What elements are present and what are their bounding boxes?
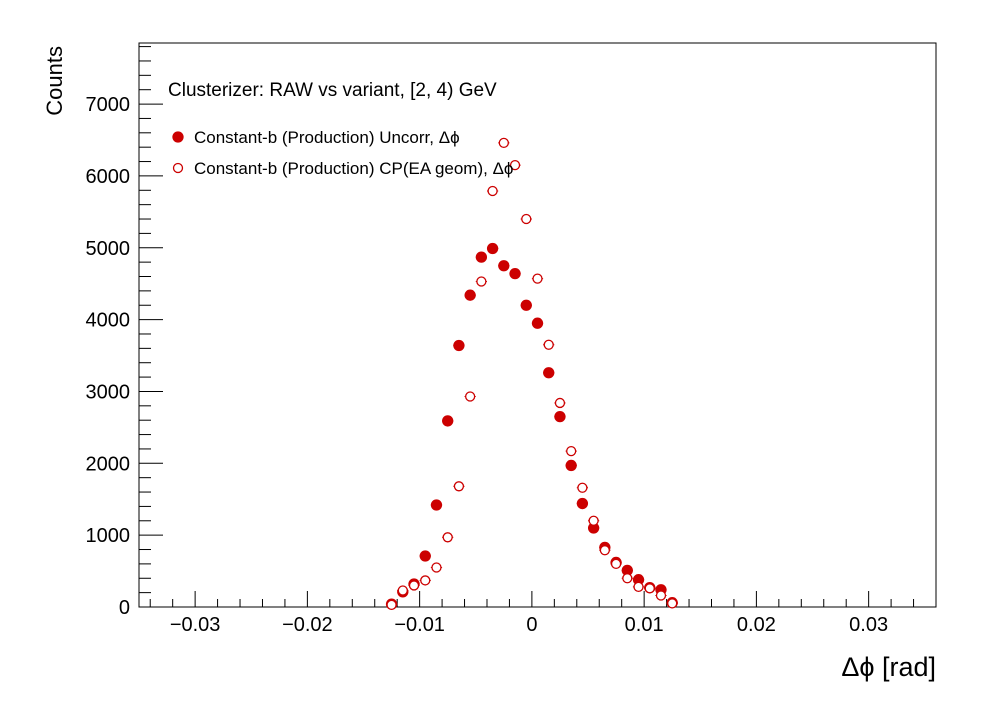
y-tick-label: 0 [119, 597, 130, 619]
y-tick-label: 4000 [86, 310, 131, 332]
data-point-cp [622, 573, 633, 584]
y-tick-label: 1000 [86, 525, 131, 547]
x-tick-label: −0.01 [394, 614, 445, 636]
x-tick-label: 0.01 [625, 614, 664, 636]
data-point-cp [397, 585, 408, 596]
data-point-cp [464, 391, 476, 402]
data-point-uncorr [543, 367, 555, 379]
data-point-uncorr [531, 317, 544, 329]
data-point-uncorr [554, 410, 566, 423]
data-point-uncorr [419, 550, 431, 562]
data-point-uncorr [520, 299, 532, 311]
data-point-cp [453, 481, 465, 492]
y-tick-label: 6000 [86, 166, 131, 188]
x-axis: −0.03 −0.02 −0.01 0 0.01 0.02 0.03 [149, 591, 937, 636]
data-point-uncorr [442, 415, 454, 427]
y-tick-label: 2000 [86, 453, 131, 475]
data-point-cp [655, 590, 667, 601]
data-point-uncorr [486, 242, 499, 255]
data-point-cp [566, 445, 577, 457]
data-point-uncorr [464, 289, 476, 301]
legend-marker-cp [172, 162, 184, 174]
data-point-uncorr [509, 267, 521, 280]
y-tick-label: 3000 [86, 381, 131, 403]
data-point-cp [667, 598, 678, 609]
y-axis: 0 1000 2000 3000 4000 5000 6000 7000 [86, 46, 163, 619]
data-point-uncorr [475, 251, 488, 263]
data-point-uncorr [565, 459, 577, 472]
x-tick-label: 0.02 [737, 614, 776, 636]
data-point-cp [431, 562, 442, 573]
data-point-cp [554, 397, 566, 409]
data-point-cp [498, 137, 509, 149]
data-point-cp [599, 545, 611, 556]
data-point-cp [386, 599, 397, 610]
data-point-cp [588, 515, 599, 526]
y-axis-title: Counts [42, 46, 67, 116]
data-point-cp [521, 213, 532, 225]
data-point-cp [532, 273, 543, 284]
data-point-cp [476, 276, 487, 287]
x-tick-label: −0.02 [282, 614, 333, 636]
data-point-cp [610, 558, 622, 570]
x-tick-label: −0.03 [170, 614, 221, 636]
data-point-cp [633, 581, 644, 593]
data-point-uncorr [576, 497, 589, 510]
data-point-cp [442, 532, 453, 543]
y-tick-label: 7000 [86, 94, 131, 116]
data-point-uncorr [430, 499, 443, 511]
data-point-cp [420, 575, 431, 586]
data-point-uncorr [453, 339, 465, 352]
legend: Constant-b (Production) Uncorr, Δϕ Const… [172, 128, 513, 178]
x-axis-title: Δϕ [rad] [841, 652, 936, 682]
legend-label-cp: Constant-b (Production) CP(EA geom), Δϕ [194, 159, 513, 178]
plot-title: Clusterizer: RAW vs variant, [2, 4) GeV [168, 80, 497, 101]
data-point-cp [577, 482, 588, 493]
y-tick-label: 5000 [86, 238, 131, 260]
data-point-cp [487, 185, 498, 197]
data-point-cp [543, 339, 554, 350]
x-tick-label: 0.03 [849, 614, 888, 636]
legend-label-uncorr: Constant-b (Production) Uncorr, Δϕ [194, 128, 460, 147]
plot-frame [138, 42, 937, 608]
data-point-cp [408, 580, 420, 591]
data-point-uncorr [498, 260, 510, 272]
data-point-cp [644, 583, 655, 594]
data-point-cp [509, 159, 521, 171]
legend-marker-uncorr [172, 131, 184, 143]
series-layer [385, 137, 678, 610]
x-tick-label: 0 [526, 614, 537, 636]
